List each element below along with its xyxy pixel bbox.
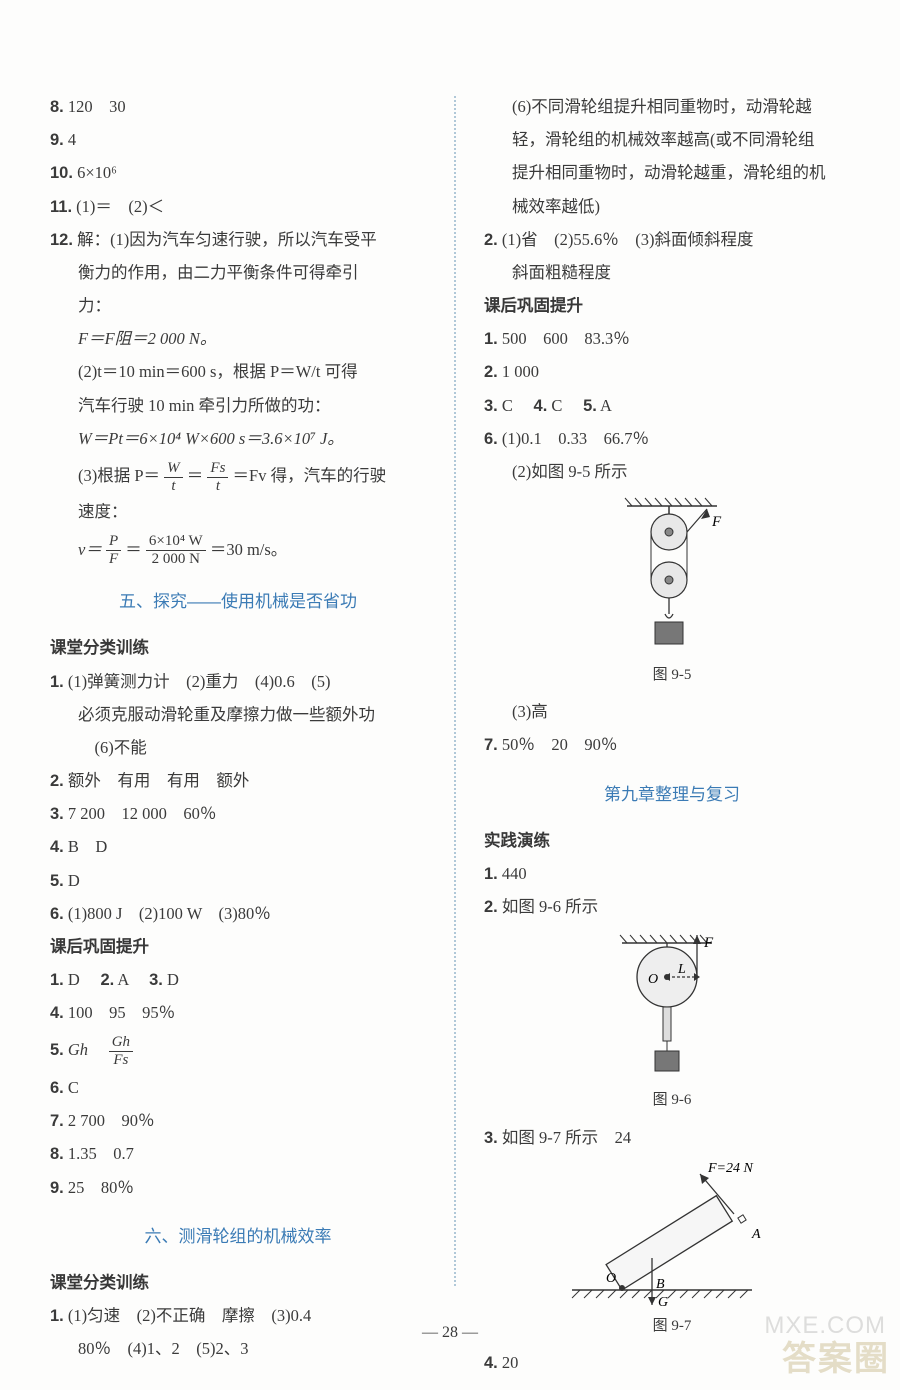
k-item-2: 2. 额外 有用 有用 额外 [50, 765, 426, 797]
p-item-7: 7. 50％ 20 90％ [484, 729, 860, 761]
k-item-4: 4. B D [50, 831, 426, 863]
r6c: 提升相同重物时，动滑轮越重，滑轮组的机 [484, 157, 860, 189]
g-item-7: 7. 2 700 90％ [50, 1105, 426, 1137]
q-item-1: 1. 440 [484, 858, 860, 890]
item-10: 10. 6×10⁶ [50, 157, 426, 189]
after-class-heading-r: 课后巩固提升 [484, 290, 860, 322]
figure-9-6: O L F [484, 929, 860, 1084]
figure-9-6-caption: 图 9-6 [484, 1086, 860, 1115]
page-container: 8. 120 30 9. 4 10. 6×10⁶ 11. (1)＝ (2)＜ 1… [0, 0, 900, 1320]
item-12-line: 汽车行驶 10 min 牵引力所做的功： [50, 390, 426, 422]
svg-text:O: O [606, 1271, 616, 1286]
figure-9-5: F [484, 494, 860, 659]
q-item-2: 2. 如图 9-6 所示 [484, 891, 860, 923]
after-class-heading: 课后巩固提升 [50, 931, 426, 963]
g-items: 1. D 2. A 3. D [50, 964, 426, 996]
g-item-8: 8. 1.35 0.7 [50, 1138, 426, 1170]
k-item-3: 3. 7 200 12 000 60％ [50, 798, 426, 830]
item-12-line: 力： [50, 290, 426, 322]
k-item-5: 5. D [50, 865, 426, 897]
g-item-4: 4. 100 95 95％ [50, 997, 426, 1029]
left-column: 8. 120 30 9. 4 10. 6×10⁶ 11. (1)＝ (2)＜ 1… [50, 90, 454, 1290]
item-12-line: 衡力的作用，由二力平衡条件可得牵引 [50, 257, 426, 289]
item-12-eq: (3)根据 P＝ Wt ＝ Fst ＝Fv 得，汽车的行驶 [50, 456, 426, 496]
p-item-6: 6. (1)0.1 0.33 66.7％ [484, 423, 860, 455]
item-8: 8. 120 30 [50, 91, 426, 123]
p-items-345: 3. C 4. C 5. A [484, 390, 860, 422]
item-12: 12. 解：(1)因为汽车匀速行驶，所以汽车受平 [50, 224, 426, 256]
section-5-title: 五、探究——使用机械是否省功 [50, 585, 426, 618]
k-item-6: 6. (1)800 J (2)100 W (3)80％ [50, 898, 426, 930]
svg-text:A: A [751, 1227, 761, 1242]
g-item-5: 5. Gh GhFs [50, 1030, 426, 1071]
k-item-1b: 必须克服动滑轮重及摩擦力做一些额外功 [50, 699, 426, 731]
figure-9-7: O B G A F=24 N [484, 1160, 860, 1310]
figure-9-5-caption: 图 9-5 [484, 661, 860, 690]
r6a: (6)不同滑轮组提升相同重物时，动滑轮越 [484, 91, 860, 123]
item-12-eq: W＝Pt＝6×10⁴ W×600 s＝3.6×10⁷ J。 [50, 423, 426, 455]
item-12-line: (2)t＝10 min＝600 s，根据 P＝W/t 可得 [50, 356, 426, 388]
practice-heading: 实践演练 [484, 825, 860, 857]
item-12-eq: F＝F阻＝2 000 N。 [50, 323, 426, 355]
k-item-1c: (6)不能 [50, 732, 426, 764]
p-item-2: 2. 1 000 [484, 356, 860, 388]
item-12-eq: v＝ PF ＝ 6×10⁴ W2 000 N ＝30 m/s。 [50, 530, 426, 570]
svg-text:F=24 N: F=24 N [707, 1161, 753, 1176]
svg-text:L: L [677, 962, 686, 977]
chapter-9-review-title: 第九章整理与复习 [484, 778, 860, 811]
s-item-1: 1. (1)匀速 (2)不正确 摩擦 (3)0.4 [50, 1300, 426, 1332]
p-item-6c: (3)高 [484, 696, 860, 728]
r-item-2b: 斜面粗糙程度 [484, 257, 860, 289]
p-item-6b: (2)如图 9-5 所示 [484, 456, 860, 488]
classroom-training-heading-2: 课堂分类训练 [50, 1267, 426, 1299]
item-12-line: 速度： [50, 496, 426, 528]
svg-text:G: G [658, 1295, 668, 1310]
svg-text:B: B [656, 1277, 665, 1292]
g-item-9: 9. 25 80％ [50, 1172, 426, 1204]
k-item-1: 1. (1)弹簧测力计 (2)重力 (4)0.6 (5) [50, 666, 426, 698]
watermark-icon: 答案圈 [782, 1331, 890, 1380]
item-9: 9. 4 [50, 124, 426, 156]
r6d: 械效率越低) [484, 191, 860, 223]
r-item-2: 2. (1)省 (2)55.6％ (3)斜面倾斜程度 [484, 224, 860, 256]
right-column: (6)不同滑轮组提升相同重物时，动滑轮越 轻，滑轮组的机械效率越高(或不同滑轮组… [456, 90, 860, 1290]
q-item-3: 3. 如图 9-7 所示 24 [484, 1122, 860, 1154]
classroom-training-heading: 课堂分类训练 [50, 632, 426, 664]
item-11: 11. (1)＝ (2)＜ [50, 191, 426, 223]
r6b: 轻，滑轮组的机械效率越高(或不同滑轮组 [484, 124, 860, 156]
section-6-title: 六、测滑轮组的机械效率 [50, 1220, 426, 1253]
s-item-1b: 80％ (4)1、2 (5)2、3 [50, 1333, 426, 1365]
svg-text:O: O [648, 972, 658, 987]
svg-text:F: F [711, 514, 722, 530]
svg-text:F: F [703, 935, 714, 951]
g-item-6: 6. C [50, 1072, 426, 1104]
p-item-1: 1. 500 600 83.3％ [484, 323, 860, 355]
